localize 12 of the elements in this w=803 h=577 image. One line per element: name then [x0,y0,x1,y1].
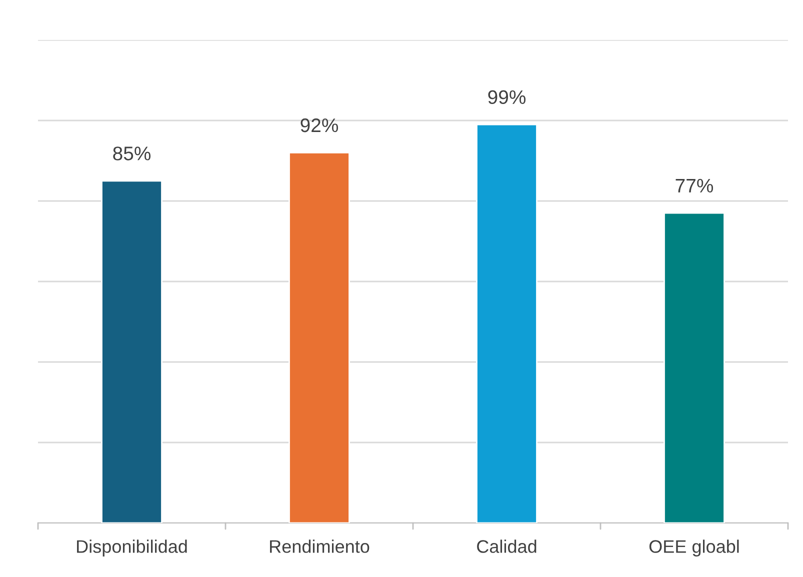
data-label: 77% [676,178,714,192]
bar [101,180,162,523]
x-tick-label: Disponibilidad [77,540,187,556]
data-label: 99% [488,90,526,104]
x-tick-label: OEE gloabl [649,540,739,556]
data-label: 85% [113,146,151,160]
bar [288,152,350,523]
data-label: 92% [300,118,338,132]
x-tick-label: Calidad [477,540,536,553]
bar [664,212,725,523]
bar [476,124,538,523]
x-tick-label: Rendimiento [270,540,370,553]
